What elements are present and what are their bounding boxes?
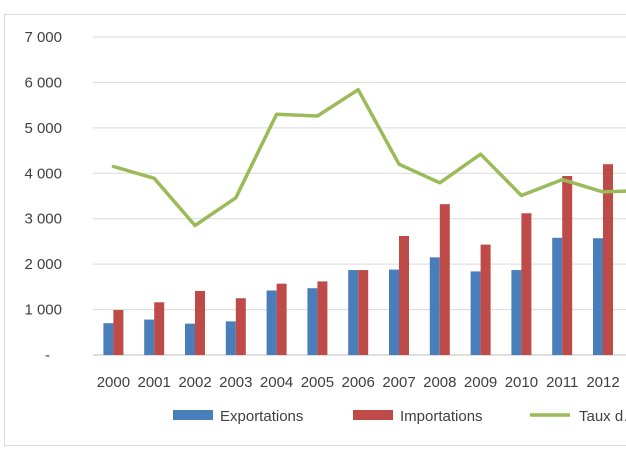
bar-exportations-2003 bbox=[225, 321, 236, 355]
bar-importations-2005 bbox=[317, 281, 328, 355]
y-tick-label: - bbox=[45, 347, 50, 364]
bar-importations-2001 bbox=[154, 302, 165, 355]
line-series bbox=[111, 87, 626, 228]
x-tick-label: 2010 bbox=[505, 374, 538, 391]
bar-exportations-2000 bbox=[103, 323, 114, 355]
y-tick-label: 6 000 bbox=[24, 74, 62, 91]
y-tick-label: 5 000 bbox=[24, 120, 62, 137]
x-tick-label: 2009 bbox=[464, 374, 497, 391]
bar-exportations-2008 bbox=[429, 257, 440, 355]
bar-importations-2000 bbox=[113, 310, 124, 355]
y-tick-label: 3 000 bbox=[24, 211, 62, 228]
bar-exportations-2001 bbox=[144, 319, 155, 355]
x-tick-label: 2000 bbox=[97, 374, 130, 391]
x-tick-label: 2006 bbox=[342, 374, 375, 391]
x-tick-label: 2007 bbox=[382, 374, 415, 391]
bar-importations-2002 bbox=[195, 290, 205, 355]
x-tick-label: 2008 bbox=[423, 374, 456, 391]
x-tick-label: 2012 bbox=[586, 374, 619, 391]
x-tick-label: 2004 bbox=[260, 374, 293, 391]
y-tick-label: 7 000 bbox=[24, 29, 62, 46]
bar-exportations-2009 bbox=[470, 271, 481, 355]
x-axis: 2000 2001 2002 2003 2004 2005 2006 2007 2008 2009… bbox=[97, 374, 620, 391]
bar-importations-2003 bbox=[235, 298, 246, 355]
legend-label: Taux d… bbox=[579, 408, 626, 425]
legend: Exportations Importations Taux d… bbox=[173, 408, 626, 425]
y-tick-label: 1 000 bbox=[24, 302, 62, 319]
x-tick-label: 2002 bbox=[178, 374, 211, 391]
bar-exportations-2010 bbox=[511, 270, 522, 355]
legend-label: Exportations bbox=[220, 408, 303, 425]
bar-importations-2009 bbox=[480, 244, 491, 355]
bar-exportations-2004 bbox=[266, 290, 277, 355]
bar-importations-2011 bbox=[562, 176, 573, 355]
bar-importations-2007 bbox=[399, 235, 409, 355]
bar-exportations-2011 bbox=[552, 237, 563, 355]
bar-exportations-2012 bbox=[593, 238, 603, 355]
bar-importations-2010 bbox=[521, 213, 532, 355]
bar-importations-2006 bbox=[358, 270, 369, 355]
legend-swatch-exportations bbox=[173, 410, 213, 420]
x-tick-label: 2005 bbox=[301, 374, 334, 391]
legend-label: Importations bbox=[400, 408, 483, 425]
bar-exportations-2007 bbox=[389, 269, 399, 355]
bar-importations-2008 bbox=[439, 204, 450, 355]
bar-exportations-2006 bbox=[348, 270, 359, 355]
legend-swatch-importations bbox=[353, 410, 393, 420]
x-tick-label: 2003 bbox=[219, 374, 252, 391]
bar-exportations-2005 bbox=[307, 288, 318, 355]
x-tick-label: 2011 bbox=[546, 374, 578, 391]
y-tick-label: 4 000 bbox=[24, 165, 62, 182]
x-tick-label: 2001 bbox=[138, 374, 171, 391]
y-tick-label: 2 000 bbox=[24, 256, 62, 273]
bar-exportations-2002 bbox=[185, 323, 195, 355]
bar-importations-2004 bbox=[276, 283, 287, 355]
bar-importations-2012 bbox=[603, 164, 613, 355]
y-axis: - 1 000 2 000 3 000 4 000 5 000 6 000 7 000 bbox=[24, 29, 62, 364]
line-taux bbox=[111, 87, 626, 228]
bars bbox=[103, 164, 613, 355]
